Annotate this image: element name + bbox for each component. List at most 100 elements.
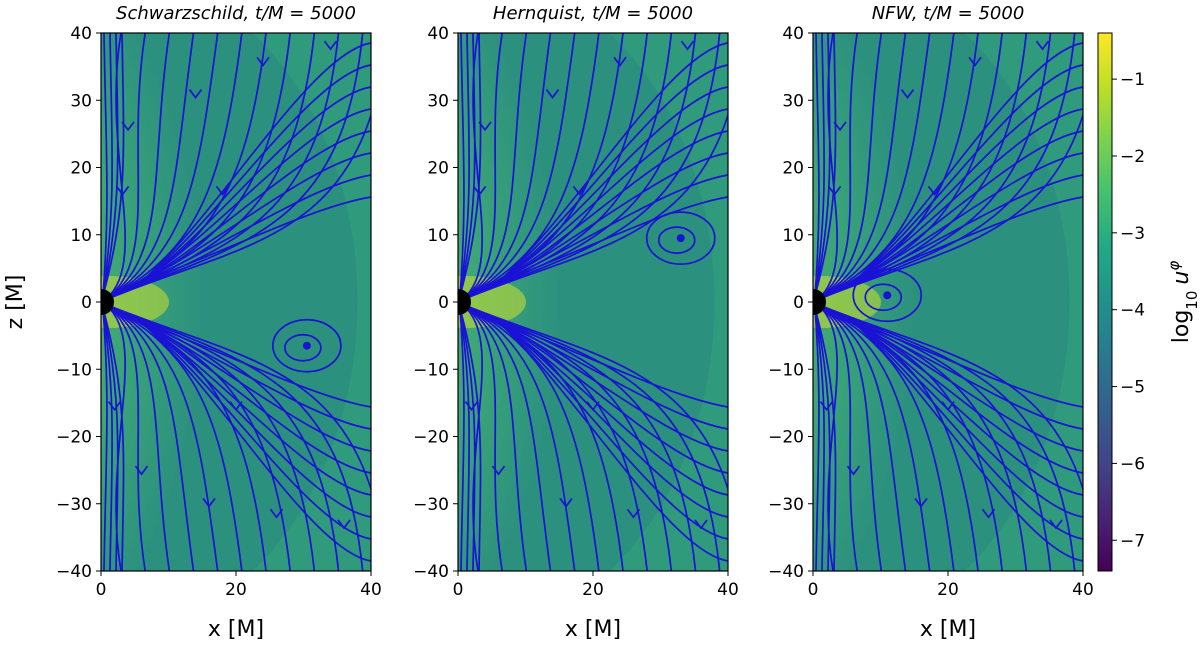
y-tick-label: 40 bbox=[70, 24, 92, 44]
y-tick-label: 40 bbox=[782, 24, 804, 44]
arrow-marks bbox=[464, 40, 708, 530]
streamline-arrow bbox=[472, 185, 487, 196]
x-tick-label: 40 bbox=[1072, 580, 1094, 600]
x-tick-label: 20 bbox=[225, 580, 247, 600]
streamline bbox=[461, 303, 483, 571]
streamline-arrow bbox=[134, 465, 149, 476]
y-tick-label: −30 bbox=[413, 495, 449, 515]
streamline bbox=[497, 321, 728, 408]
streamline-arrow bbox=[115, 185, 130, 196]
streamline bbox=[461, 33, 624, 301]
y-tick-label: 30 bbox=[427, 91, 449, 111]
streamline bbox=[461, 303, 552, 571]
streamline bbox=[104, 303, 126, 571]
streamline bbox=[461, 303, 721, 571]
streamline bbox=[459, 33, 465, 297]
y-tick-label: −20 bbox=[768, 428, 804, 448]
streamline-arrow bbox=[827, 185, 842, 196]
streamline bbox=[104, 303, 364, 571]
streamline bbox=[497, 321, 728, 518]
streamline bbox=[140, 42, 371, 283]
streamline bbox=[459, 307, 471, 571]
streamline bbox=[816, 33, 859, 301]
streamline bbox=[497, 42, 728, 283]
streamlines bbox=[102, 33, 371, 571]
streamline-arrow bbox=[981, 508, 996, 519]
streamline bbox=[104, 303, 267, 571]
y-tick-label: −10 bbox=[768, 360, 804, 380]
vortex bbox=[645, 211, 716, 265]
arrow-marks bbox=[107, 40, 351, 530]
streamline bbox=[102, 307, 114, 571]
streamline-arrow bbox=[337, 519, 351, 530]
y-tick-label: −20 bbox=[56, 428, 92, 448]
streamline bbox=[852, 196, 1083, 283]
colorbar: −1 −2 −3 −4 −5 −6 −7 log10uφ bbox=[1097, 32, 1200, 572]
streamline bbox=[852, 42, 1083, 283]
black-hole bbox=[458, 289, 471, 315]
x-tick-label: 0 bbox=[808, 580, 819, 600]
streamline bbox=[497, 196, 728, 283]
colorbar-tick-label: −3 bbox=[1120, 224, 1145, 244]
streamline bbox=[461, 303, 624, 571]
streamline bbox=[816, 33, 1076, 301]
streamline bbox=[852, 321, 1083, 430]
y-tick-label: 30 bbox=[70, 91, 92, 111]
streamline bbox=[816, 33, 955, 301]
streamline bbox=[816, 303, 883, 571]
y-tick-label: 20 bbox=[427, 159, 449, 179]
streamline bbox=[461, 33, 504, 301]
streamline bbox=[852, 86, 1083, 283]
streamline bbox=[461, 303, 576, 571]
y-tick-label: 0 bbox=[81, 293, 92, 313]
y-tick-label: −10 bbox=[413, 360, 449, 380]
streamline bbox=[816, 303, 1076, 571]
streamline bbox=[852, 321, 1083, 518]
streamline bbox=[461, 111, 728, 301]
streamline bbox=[497, 108, 728, 283]
streamline-arrow bbox=[1035, 40, 1050, 51]
streamline bbox=[816, 33, 931, 301]
streamline bbox=[461, 303, 600, 571]
streamline-arrow bbox=[545, 89, 560, 99]
streamline-arrow bbox=[586, 401, 600, 412]
streamline bbox=[814, 307, 826, 571]
streamline bbox=[852, 321, 1083, 452]
streamline bbox=[102, 307, 108, 571]
streamline bbox=[104, 33, 243, 301]
streamline bbox=[497, 152, 728, 283]
vortex bbox=[852, 268, 923, 323]
streamline bbox=[140, 174, 371, 283]
y-tick-label: 0 bbox=[793, 293, 804, 313]
streamline bbox=[461, 303, 504, 571]
streamline bbox=[461, 33, 721, 301]
streamline bbox=[814, 33, 820, 297]
vortex-center bbox=[676, 234, 685, 243]
colorbar-tick-label: −4 bbox=[1120, 301, 1145, 321]
streamline bbox=[461, 33, 483, 301]
y-tick-label: −30 bbox=[768, 495, 804, 515]
streamline bbox=[140, 196, 371, 283]
streamline-arrow bbox=[491, 465, 506, 476]
black-hole bbox=[101, 289, 114, 315]
streamline bbox=[852, 321, 1083, 408]
streamline bbox=[497, 321, 728, 540]
colormap-glow bbox=[458, 33, 715, 571]
streamline bbox=[140, 321, 371, 540]
streamline bbox=[140, 86, 371, 283]
streamline-arrow bbox=[613, 56, 627, 67]
streamline-arrow bbox=[107, 401, 122, 412]
streamline bbox=[816, 303, 907, 571]
streamline bbox=[852, 321, 1083, 540]
streamline bbox=[104, 303, 243, 571]
streamline bbox=[461, 33, 552, 301]
streamline-arrow bbox=[694, 519, 708, 530]
streamline-arrow bbox=[846, 465, 861, 476]
y-tick-label: 20 bbox=[70, 159, 92, 179]
streamline bbox=[497, 321, 728, 430]
streamline bbox=[852, 321, 1083, 562]
streamline bbox=[497, 86, 728, 283]
